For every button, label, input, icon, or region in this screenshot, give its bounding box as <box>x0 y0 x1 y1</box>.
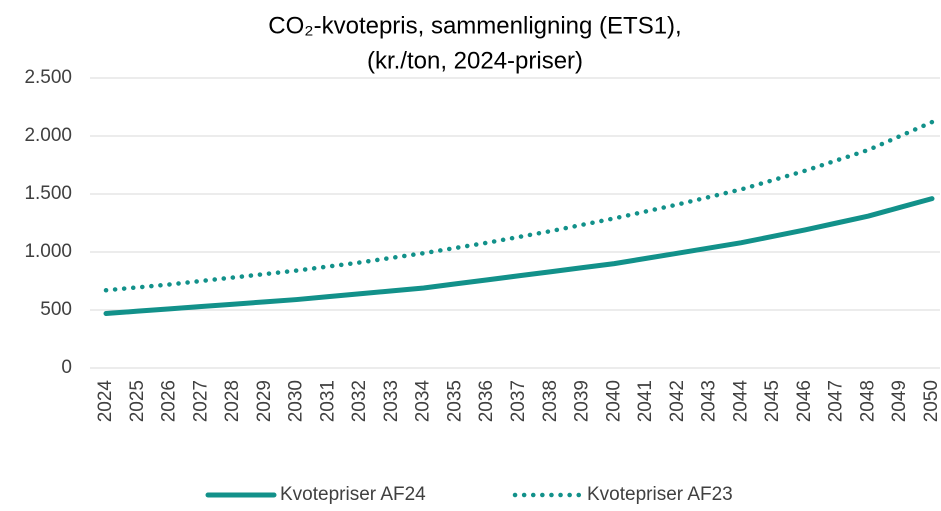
y-tick-label: 500 <box>40 299 72 320</box>
x-tick-label: 2048 <box>857 380 878 422</box>
x-tick-label: 2047 <box>826 380 847 422</box>
x-tick-label: 2029 <box>254 380 275 422</box>
x-tick-label: 2034 <box>413 380 434 423</box>
x-tick-label: 2035 <box>444 380 465 422</box>
x-tick-label: 2031 <box>317 380 338 422</box>
x-tick-label: 2027 <box>190 380 211 422</box>
chart-title: (kr./ton, 2024-priser) <box>367 47 583 74</box>
legend-label: Kvotepriser AF24 <box>280 484 426 505</box>
y-tick-label: 1.000 <box>24 241 72 262</box>
x-tick-label: 2025 <box>127 380 148 422</box>
x-tick-label: 2038 <box>540 380 561 422</box>
x-tick-label: 2028 <box>222 380 243 422</box>
x-tick-label: 2024 <box>95 380 116 423</box>
x-tick-label: 2050 <box>921 380 941 422</box>
series-line <box>103 196 935 316</box>
x-tick-label: 2032 <box>349 380 370 422</box>
x-tick-label: 2026 <box>159 380 180 422</box>
y-tick-label: 1.500 <box>24 183 72 204</box>
chart-title: CO₂-kvotepris, sammenligning (ETS1), <box>268 12 681 39</box>
x-tick-label: 2041 <box>635 380 656 422</box>
series-line <box>103 119 935 293</box>
y-tick-label: 0 <box>61 357 72 378</box>
x-tick-label: 2046 <box>794 380 815 422</box>
x-tick-label: 2037 <box>508 380 529 422</box>
x-tick-label: 2033 <box>381 380 402 422</box>
x-tick-label: 2045 <box>762 380 783 422</box>
legend-label: Kvotepriser AF23 <box>587 484 733 505</box>
y-tick-label: 2.500 <box>24 67 72 88</box>
x-tick-label: 2044 <box>730 380 751 423</box>
x-tick-label: 2030 <box>286 380 307 422</box>
x-tick-label: 2040 <box>603 380 624 422</box>
x-tick-label: 2043 <box>699 380 720 422</box>
x-tick-label: 2049 <box>889 380 910 422</box>
x-tick-label: 2039 <box>572 380 593 422</box>
y-tick-label: 2.000 <box>24 125 72 146</box>
x-tick-label: 2042 <box>667 380 688 422</box>
x-tick-label: 2036 <box>476 380 497 422</box>
